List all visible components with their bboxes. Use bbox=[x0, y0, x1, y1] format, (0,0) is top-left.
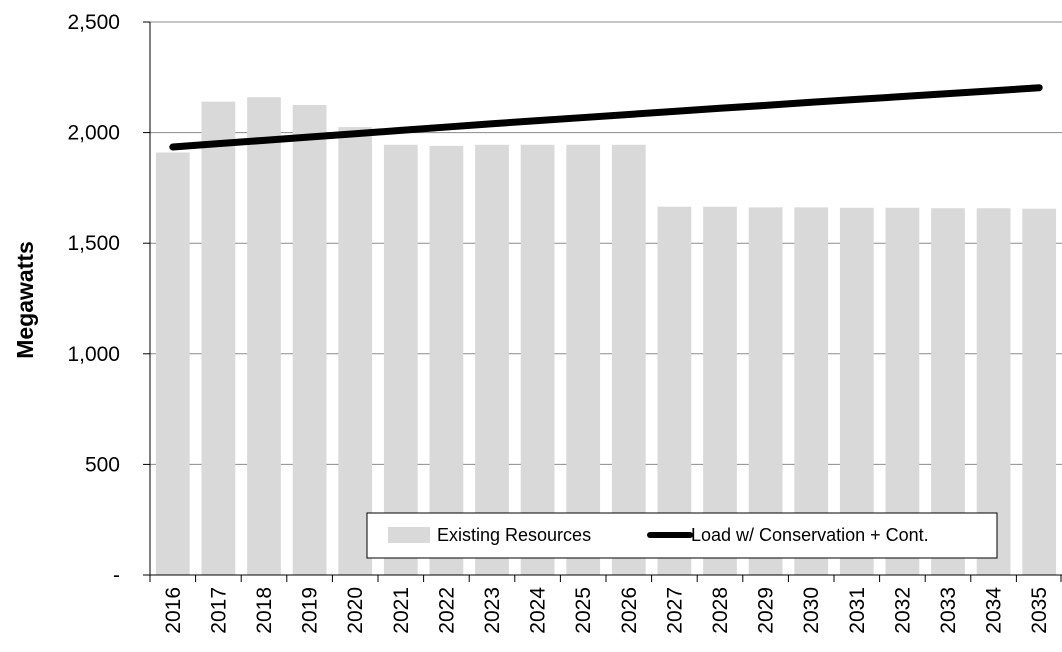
x-tick-label-2035: 2035 bbox=[1028, 587, 1051, 634]
x-tick-label-2030: 2030 bbox=[800, 587, 823, 634]
x-tick-label-2026: 2026 bbox=[618, 587, 641, 634]
y-axis-title: Megawatts bbox=[12, 241, 38, 359]
x-tick-label-2022: 2022 bbox=[435, 587, 458, 634]
bar-existing-resources-2025 bbox=[566, 144, 601, 576]
x-tick-label-2020: 2020 bbox=[344, 587, 367, 634]
x-tick-label-2025: 2025 bbox=[572, 587, 595, 634]
x-tick-label-2023: 2023 bbox=[481, 587, 504, 634]
bar-existing-resources-2024 bbox=[520, 144, 555, 576]
x-tick-label-2027: 2027 bbox=[663, 587, 686, 634]
x-tick-label-2021: 2021 bbox=[390, 587, 413, 634]
bars bbox=[155, 97, 1057, 576]
y-tick-label-1500: 1,500 bbox=[67, 232, 120, 255]
x-tick-label-2028: 2028 bbox=[709, 587, 732, 634]
load-line-layer bbox=[169, 84, 1043, 151]
bar-existing-resources-2020 bbox=[338, 127, 373, 575]
x-tick-label-2033: 2033 bbox=[937, 587, 960, 634]
bar-existing-resources-2023 bbox=[475, 144, 509, 576]
y-tick-label-500: 500 bbox=[85, 453, 120, 476]
legend-label-existing-resources: Existing Resources bbox=[437, 525, 591, 545]
y-tick-label-2500: 2,500 bbox=[67, 11, 120, 34]
bar-existing-resources-2021 bbox=[383, 144, 418, 576]
bar-existing-resources-2019 bbox=[292, 104, 327, 575]
bar-existing-resources-2016 bbox=[155, 152, 190, 575]
x-tick-label-2019: 2019 bbox=[299, 587, 322, 634]
bar-existing-resources-2018 bbox=[247, 97, 281, 575]
legend-swatch-existing-resources bbox=[388, 527, 430, 543]
y-tick-label-0: - bbox=[113, 564, 120, 587]
x-tick-label-2034: 2034 bbox=[983, 587, 1006, 634]
bar-existing-resources-2022 bbox=[429, 145, 464, 575]
x-tick-label-2017: 2017 bbox=[207, 587, 230, 634]
y-tick-label-1000: 1,000 bbox=[67, 343, 120, 366]
bar-existing-resources-2026 bbox=[611, 144, 646, 576]
load-line bbox=[169, 84, 1043, 151]
bar-existing-resources-2017 bbox=[201, 101, 236, 575]
x-tick-label-2031: 2031 bbox=[846, 587, 869, 634]
y-tick-label-2000: 2,000 bbox=[67, 122, 120, 145]
legend: Existing Resources Load w/ Conservation … bbox=[366, 512, 998, 559]
x-tick-label-2016: 2016 bbox=[162, 587, 185, 634]
x-tick-labels: 2016 2017 2018 2019 2020 2021 2022 2023 2024 2025… bbox=[162, 587, 1051, 634]
x-tick-label-2024: 2024 bbox=[527, 587, 550, 634]
y-tick-labels: - 500 1,000 1,500 2,000 2,500 bbox=[67, 11, 120, 587]
bar-existing-resources-2035 bbox=[1022, 208, 1057, 575]
legend-label-load: Load w/ Conservation + Cont. bbox=[691, 525, 929, 545]
x-tick-label-2032: 2032 bbox=[891, 587, 914, 634]
axes bbox=[149, 22, 1062, 582]
x-tick-label-2018: 2018 bbox=[253, 587, 276, 634]
x-tick-label-2029: 2029 bbox=[755, 587, 778, 634]
